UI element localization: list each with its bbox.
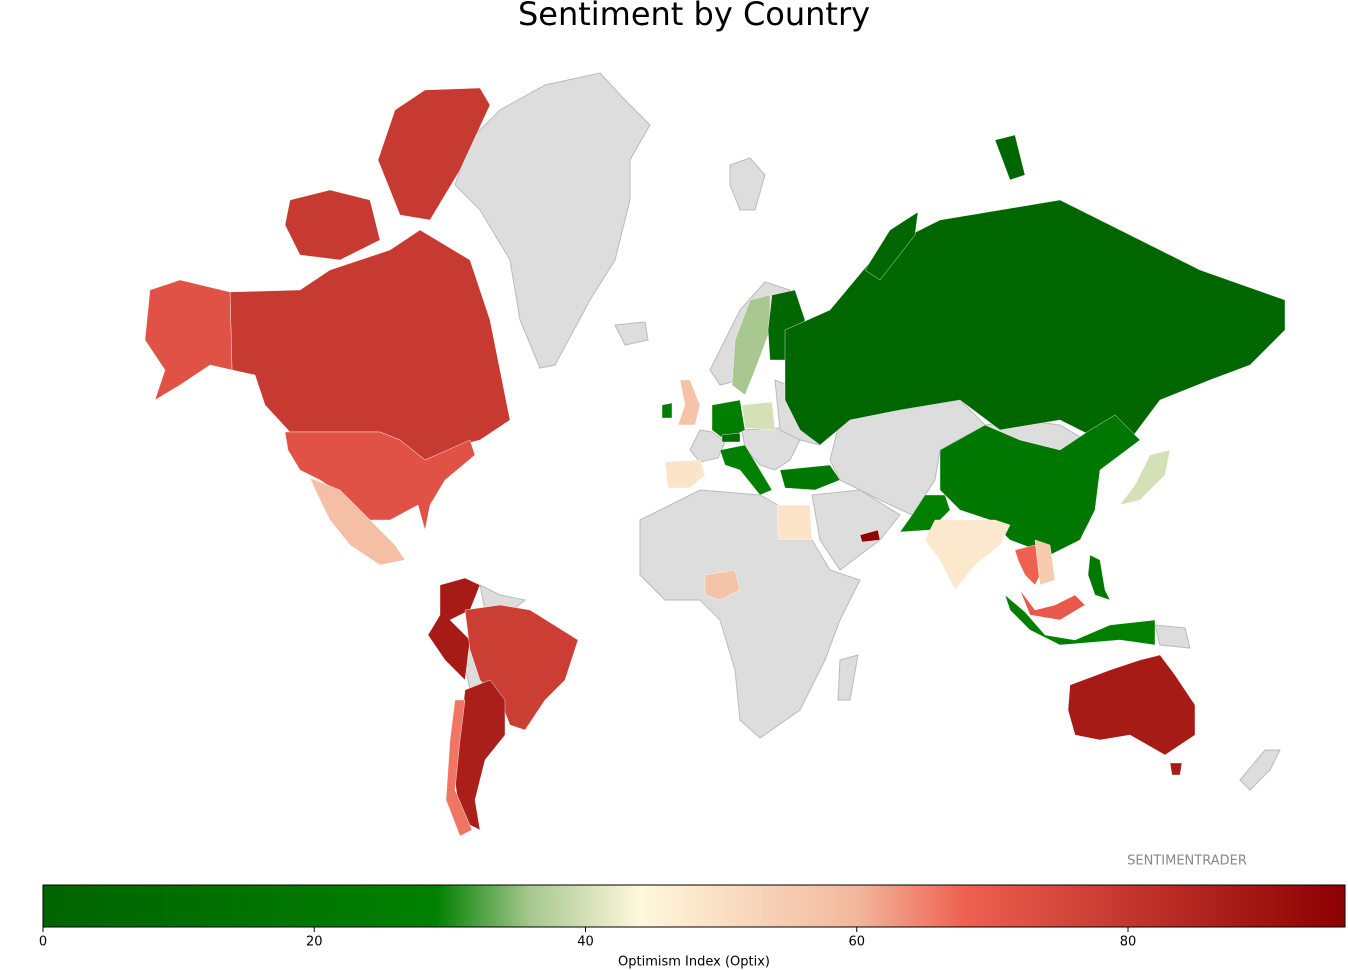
country bbox=[1019, 589, 1086, 621]
land bbox=[811, 489, 901, 571]
country bbox=[719, 444, 773, 496]
country bbox=[1067, 654, 1196, 756]
watermark: SENTIMENTRADER bbox=[1127, 854, 1247, 869]
countries bbox=[144, 87, 1286, 837]
country bbox=[741, 401, 776, 431]
country bbox=[1169, 762, 1183, 776]
colorbar-ticks: 0 20 40 60 80 bbox=[39, 927, 1136, 950]
country bbox=[445, 699, 473, 837]
country bbox=[1004, 594, 1156, 646]
country bbox=[284, 431, 476, 531]
tick-label: 0 bbox=[39, 935, 47, 950]
colorbar-label: Optimism Index (Optix) bbox=[618, 955, 770, 970]
country bbox=[229, 229, 511, 461]
country bbox=[864, 211, 919, 281]
country bbox=[924, 519, 1011, 591]
country bbox=[779, 464, 841, 491]
tick-label: 40 bbox=[577, 935, 594, 950]
colorbar bbox=[42, 884, 1346, 928]
country bbox=[1119, 449, 1171, 506]
land bbox=[1239, 749, 1281, 791]
country bbox=[664, 459, 706, 489]
country bbox=[994, 134, 1026, 181]
country bbox=[704, 569, 741, 601]
chart-title: Sentiment by Country bbox=[518, 0, 870, 33]
land bbox=[479, 584, 527, 613]
country bbox=[309, 477, 406, 566]
country bbox=[284, 189, 381, 261]
country bbox=[784, 199, 1286, 446]
country bbox=[731, 294, 771, 396]
land bbox=[729, 157, 766, 211]
tick-label: 60 bbox=[848, 935, 865, 950]
country bbox=[464, 604, 579, 731]
land bbox=[689, 429, 726, 463]
land bbox=[1154, 624, 1191, 649]
country bbox=[859, 529, 881, 543]
country bbox=[377, 87, 491, 221]
country bbox=[1087, 554, 1111, 601]
tick-label: 80 bbox=[1120, 935, 1137, 950]
country bbox=[1034, 539, 1056, 586]
country bbox=[776, 504, 813, 541]
no-data-land bbox=[454, 72, 1281, 791]
country bbox=[677, 379, 701, 426]
country bbox=[144, 279, 233, 401]
land bbox=[614, 321, 649, 346]
country bbox=[661, 402, 673, 419]
country bbox=[721, 432, 741, 443]
land bbox=[837, 654, 859, 701]
tick-label: 20 bbox=[306, 935, 323, 950]
